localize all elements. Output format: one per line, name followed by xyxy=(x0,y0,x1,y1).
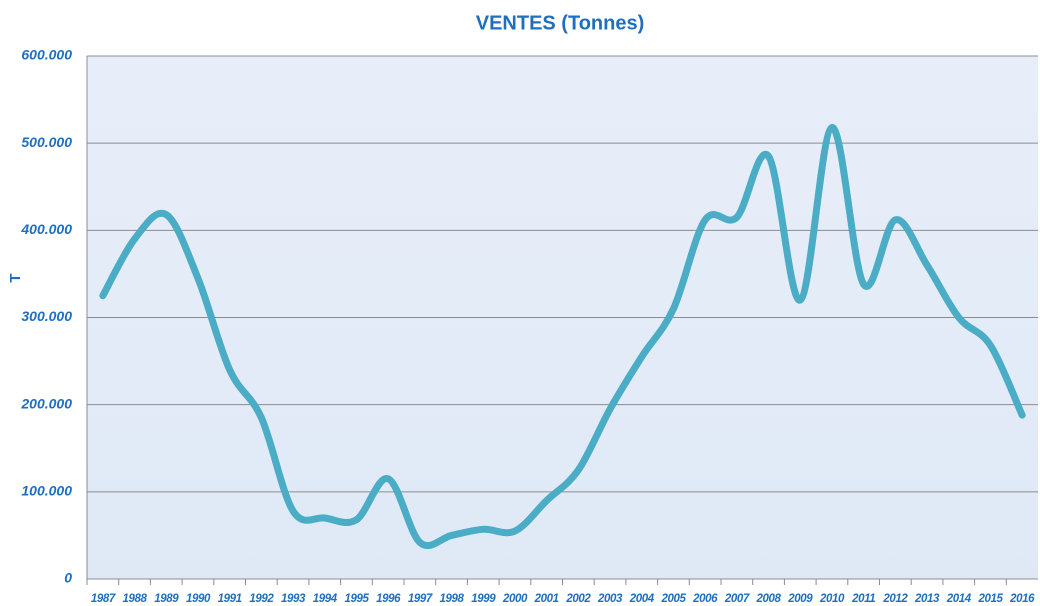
x-tick-label: 2014 xyxy=(946,593,972,605)
x-tick-label: 1996 xyxy=(376,593,401,605)
x-tick-label: 2011 xyxy=(851,593,875,605)
x-tick-label: 1992 xyxy=(249,593,274,605)
x-tick-label: 2005 xyxy=(660,593,686,605)
x-tick-label: 1991 xyxy=(218,593,242,605)
y-tick-label: 100.000 xyxy=(21,483,72,499)
x-tick-label: 1999 xyxy=(471,593,496,605)
x-tick-label: 2012 xyxy=(882,593,908,605)
x-tick-label: 2003 xyxy=(597,593,623,605)
x-tick-label: 2010 xyxy=(819,593,845,605)
x-tick-label: 2004 xyxy=(629,593,655,605)
y-tick-label: 300.000 xyxy=(21,308,72,324)
y-tick-label: 400.000 xyxy=(20,221,72,237)
y-tick-label: 200.000 xyxy=(20,395,72,411)
x-tick-label: 1995 xyxy=(344,593,369,605)
x-tick-label: 2006 xyxy=(692,593,718,605)
x-tick-label: 1994 xyxy=(313,593,338,605)
x-tick-label: 1993 xyxy=(281,593,306,605)
x-tick-label: 2016 xyxy=(1009,593,1035,605)
chart-title: VENTES (Tonnes) xyxy=(476,12,645,34)
x-tick-label: 1989 xyxy=(154,593,179,605)
x-tick-label: 2013 xyxy=(914,593,940,605)
y-tick-label: 0 xyxy=(64,570,72,586)
x-tick-label: 2007 xyxy=(724,593,750,605)
x-tick-label: 2002 xyxy=(565,593,591,605)
y-tick-label: 500.000 xyxy=(21,134,72,150)
x-tick-label: 1988 xyxy=(123,593,148,605)
x-tick-label: 1990 xyxy=(186,593,211,605)
line xyxy=(99,123,1026,550)
y-tick-label: 600.000 xyxy=(21,47,72,63)
x-tick-label: 1987 xyxy=(91,593,116,605)
x-tick-label: 2009 xyxy=(787,593,813,605)
x-tick-label: 2000 xyxy=(502,593,528,605)
x-tick-label: 2015 xyxy=(977,593,1003,605)
x-tick-label: 1998 xyxy=(440,593,465,605)
x-tick-label: 1997 xyxy=(408,593,433,605)
x-tick-label: 2001 xyxy=(534,593,559,605)
y-axis-label: T xyxy=(7,273,24,282)
x-tick-label: 2008 xyxy=(756,593,782,605)
